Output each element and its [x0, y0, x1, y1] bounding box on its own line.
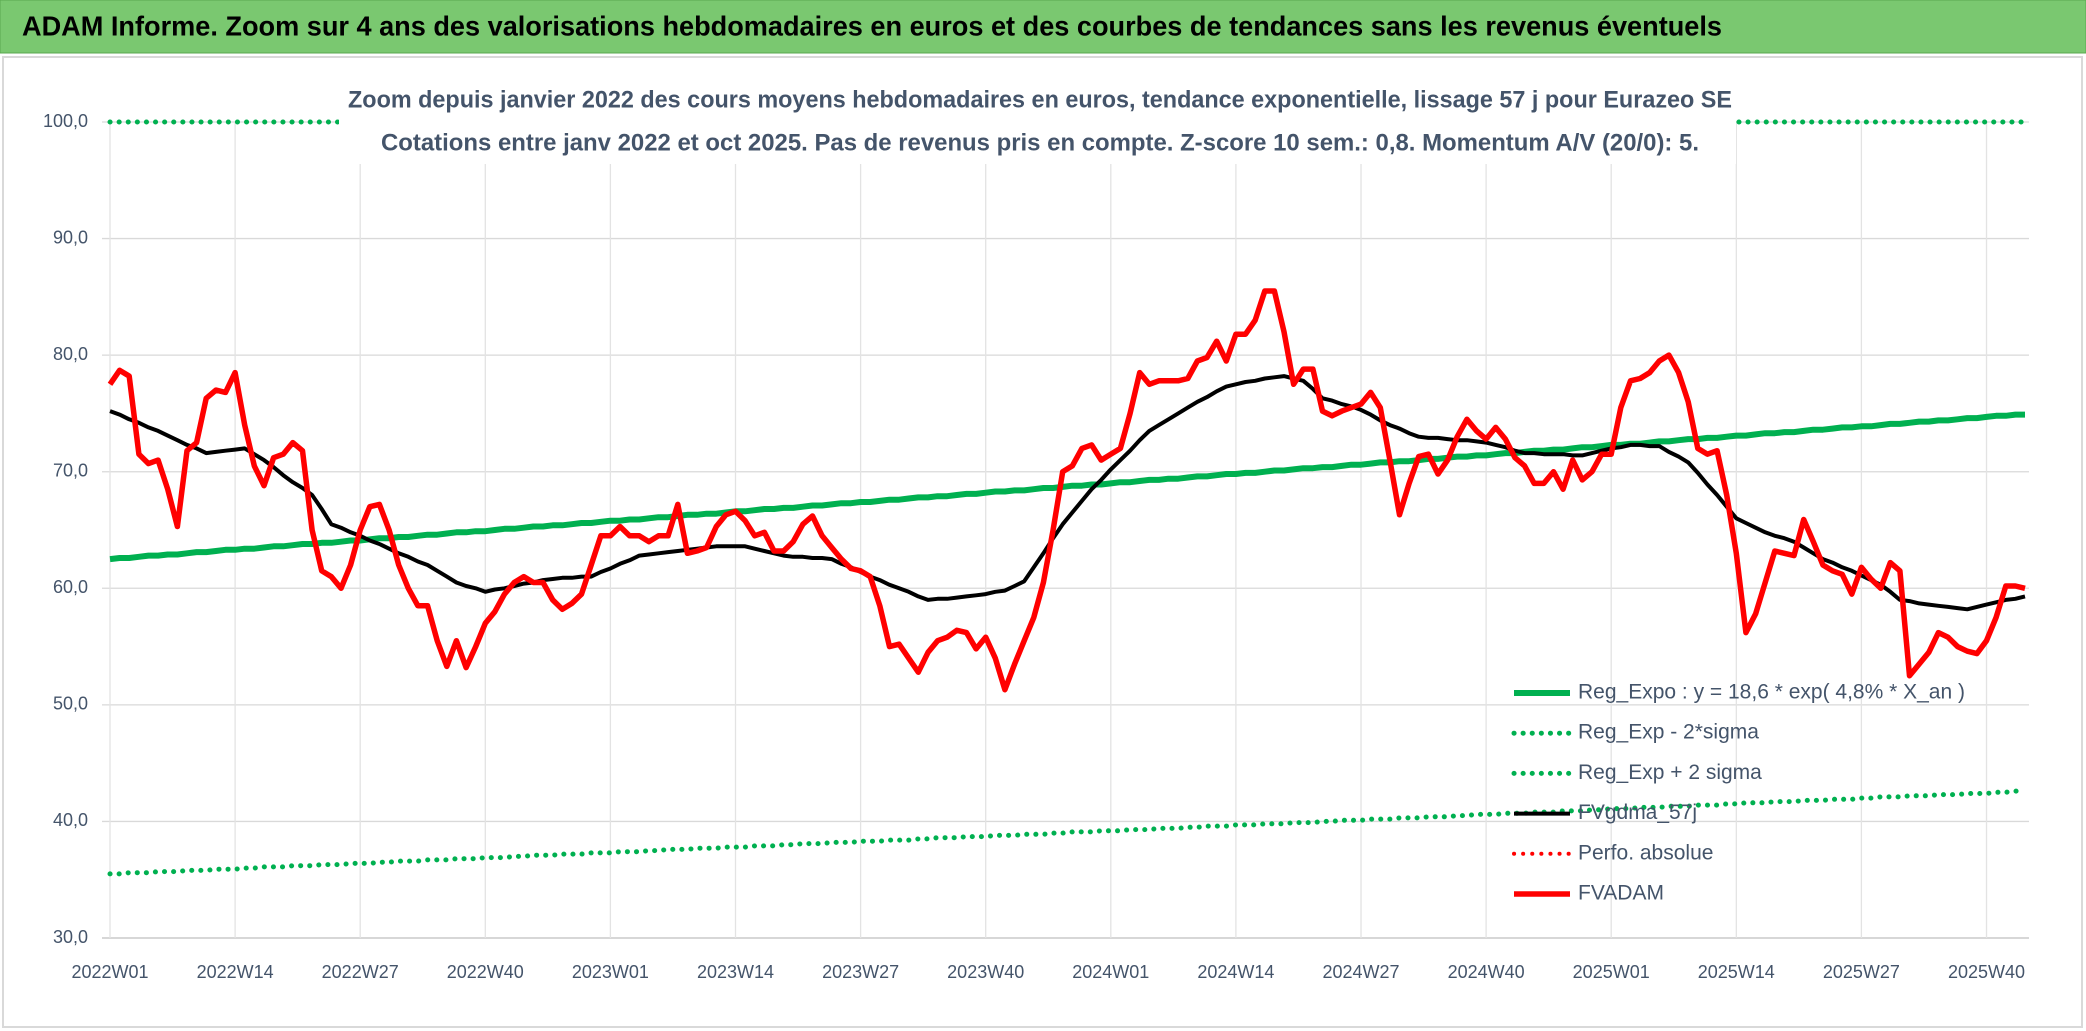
x-tick-label: 2024W14	[1197, 962, 1274, 982]
chart-frame	[2, 56, 2083, 1028]
x-tick-label: 2022W14	[197, 962, 274, 982]
y-tick-label: 80,0	[53, 344, 88, 364]
series-line	[109, 411, 2025, 563]
page-title: ADAM Informe. Zoom sur 4 ans des valoris…	[22, 10, 1722, 41]
y-tick-label: 70,0	[53, 460, 88, 480]
y-tick-label: 30,0	[53, 927, 88, 947]
series-line	[107, 788, 2028, 877]
x-tick-label: 2022W01	[71, 962, 148, 982]
x-tick-label: 2025W01	[1573, 962, 1650, 982]
y-tick-label: 50,0	[53, 694, 88, 714]
series-line	[109, 374, 2026, 612]
header-bar	[0, 0, 2086, 54]
x-tick-label: 2024W01	[1072, 962, 1149, 982]
legend-label: Perfo. absolue	[1578, 841, 1713, 864]
legend-label: Reg_Exp - 2*sigma	[1578, 721, 1759, 744]
y-tick-label: 100,0	[43, 111, 88, 131]
chart-subtitle: Cotations entre janv 2022 et oct 2025. P…	[381, 129, 1699, 156]
y-tick-label: 40,0	[53, 810, 88, 830]
x-tick-label: 2025W27	[1823, 962, 1900, 982]
chart-title: Zoom depuis janvier 2022 des cours moyen…	[348, 86, 1732, 113]
x-tick-label: 2022W27	[322, 962, 399, 982]
x-tick-label: 2024W40	[1448, 962, 1525, 982]
x-tick-label: 2023W01	[572, 962, 649, 982]
x-tick-label: 2025W40	[1948, 962, 2025, 982]
x-tick-label: 2023W40	[947, 962, 1024, 982]
legend-label: Reg_Exp + 2 sigma	[1578, 761, 1762, 784]
legend: Reg_Expo : y = 18,6 * exp( 4,8% * X_an )…	[1511, 681, 1965, 905]
series-line	[107, 288, 2026, 693]
legend-label: FVADAM	[1578, 882, 1664, 905]
legend-label: FVgdma_57j	[1578, 801, 1697, 824]
x-tick-label: 2024W27	[1322, 962, 1399, 982]
x-tick-label: 2023W14	[697, 962, 774, 982]
x-tick-label: 2022W40	[447, 962, 524, 982]
x-tick-label: 2023W27	[822, 962, 899, 982]
y-tick-label: 90,0	[53, 227, 88, 247]
legend-label: Reg_Expo : y = 18,6 * exp( 4,8% * X_an )	[1578, 681, 1965, 704]
title-box	[339, 80, 1736, 164]
y-tick-label: 60,0	[53, 577, 88, 597]
x-tick-label: 2025W14	[1698, 962, 1775, 982]
